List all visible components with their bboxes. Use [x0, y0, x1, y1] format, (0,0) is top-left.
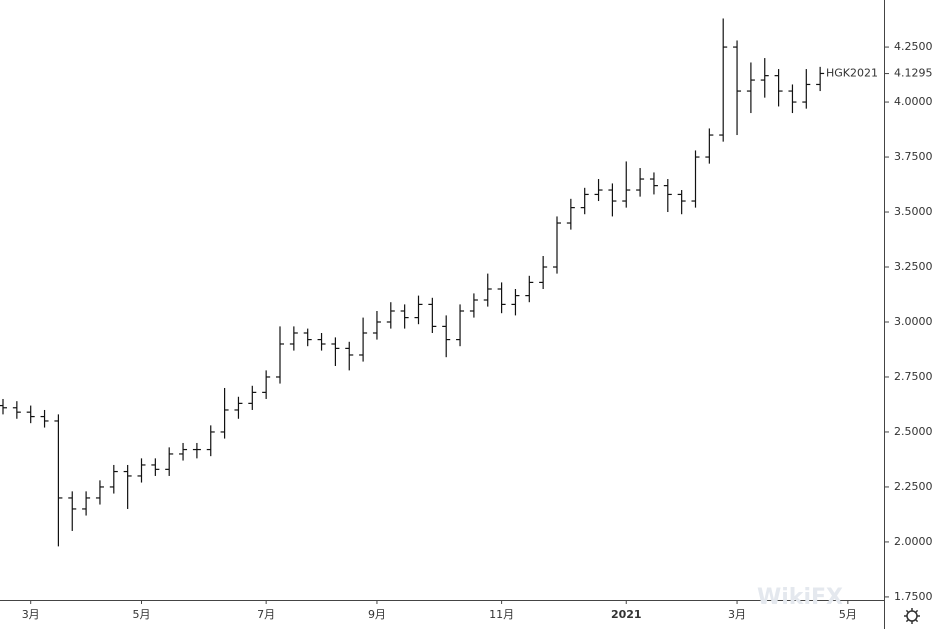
- y-tick-label: 2.7500: [894, 370, 933, 383]
- last-price-label: 4.1295: [894, 67, 933, 80]
- x-tick-label: 7月: [257, 608, 275, 621]
- y-tick-label: 3.0000: [894, 315, 933, 328]
- series-name: HGK2021: [826, 67, 878, 80]
- y-tick-label: 2.0000: [894, 535, 933, 548]
- x-tick-label: 2021: [611, 608, 642, 621]
- y-tick-label: 3.5000: [894, 205, 933, 218]
- x-tick-label: 11月: [489, 608, 514, 621]
- ohlc-bars: [0, 18, 825, 547]
- x-tick-label: 9月: [368, 608, 386, 621]
- y-tick-label: 3.2500: [894, 260, 933, 273]
- x-tick-label: 5月: [133, 608, 151, 621]
- y-tick-label: 2.5000: [894, 425, 933, 438]
- x-tick-label: 5月: [839, 608, 857, 621]
- y-tick-label: 3.7500: [894, 150, 933, 163]
- y-tick-label: 4.2500: [894, 40, 933, 53]
- settings-icon[interactable]: [904, 608, 920, 624]
- x-tick-label: 3月: [728, 608, 746, 621]
- x-tick-label: 3月: [22, 608, 40, 621]
- y-tick-label: 1.7500: [894, 590, 933, 603]
- y-tick-label: 2.2500: [894, 480, 933, 493]
- y-tick-label: 4.0000: [894, 95, 933, 108]
- watermark: WikiFX: [757, 585, 843, 610]
